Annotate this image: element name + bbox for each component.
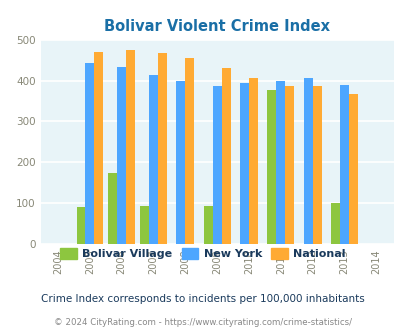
- Bar: [339, 84, 348, 244]
- Bar: [94, 52, 103, 244]
- Bar: [185, 58, 194, 244]
- Bar: [276, 81, 285, 244]
- Bar: [312, 86, 321, 244]
- Bar: [221, 68, 230, 244]
- Legend: Bolivar Village, New York, National: Bolivar Village, New York, National: [56, 244, 349, 263]
- Bar: [158, 53, 166, 244]
- Bar: [85, 63, 94, 244]
- Bar: [212, 86, 221, 244]
- Bar: [248, 78, 257, 244]
- Bar: [140, 206, 149, 244]
- Bar: [176, 81, 185, 244]
- Bar: [117, 67, 126, 244]
- Bar: [330, 203, 339, 244]
- Bar: [303, 79, 312, 244]
- Bar: [348, 94, 357, 244]
- Bar: [77, 207, 85, 244]
- Bar: [108, 173, 117, 244]
- Bar: [267, 89, 276, 244]
- Bar: [285, 86, 294, 244]
- Title: Bolivar Violent Crime Index: Bolivar Violent Crime Index: [104, 19, 329, 34]
- Text: Crime Index corresponds to incidents per 100,000 inhabitants: Crime Index corresponds to incidents per…: [41, 294, 364, 304]
- Bar: [239, 83, 248, 244]
- Bar: [203, 206, 212, 244]
- Text: © 2024 CityRating.com - https://www.cityrating.com/crime-statistics/: © 2024 CityRating.com - https://www.city…: [54, 318, 351, 327]
- Bar: [149, 75, 158, 244]
- Bar: [126, 50, 135, 244]
